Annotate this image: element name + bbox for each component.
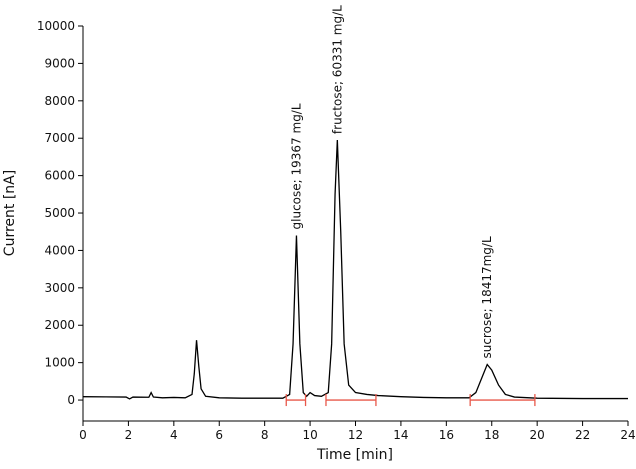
y-tick-label: 1000 [44,356,75,370]
y-tick-label: 2000 [44,318,75,332]
x-tick-label: 12 [348,428,363,442]
x-tick-label: 24 [620,428,635,442]
y-tick-label: 9000 [44,56,75,70]
y-tick-label: 10000 [37,19,75,33]
x-tick-label: 0 [79,428,87,442]
x-tick-label: 20 [530,428,545,442]
x-tick-label: 22 [575,428,590,442]
y-axis-label: Current [nA] [2,170,18,256]
peak-annotation: glucose; 19367 mg/L [289,103,303,229]
peak-annotation: fructose; 60331 mg/L [330,5,344,134]
y-tick-label: 8000 [44,94,75,108]
x-tick-label: 2 [125,428,133,442]
y-tick-label: 7000 [44,131,75,145]
x-tick-label: 10 [302,428,317,442]
peak-annotation: sucrose; 18417mg/L [480,236,494,358]
y-tick-label: 6000 [44,169,75,183]
x-tick-label: 14 [393,428,408,442]
line [82,140,628,400]
y-tick-label: 3000 [44,281,75,295]
x-tick-label: 18 [484,428,499,442]
x-tick-label: 6 [215,428,223,442]
y-tick-label: 5000 [44,206,75,220]
x-tick-label: 16 [439,428,454,442]
x-tick-label: 8 [261,428,269,442]
x-axis-label: Time [min] [316,447,393,463]
y-tick-label: 4000 [44,243,75,257]
y-tick-label: 0 [67,393,75,407]
x-tick-label: 4 [170,428,178,442]
